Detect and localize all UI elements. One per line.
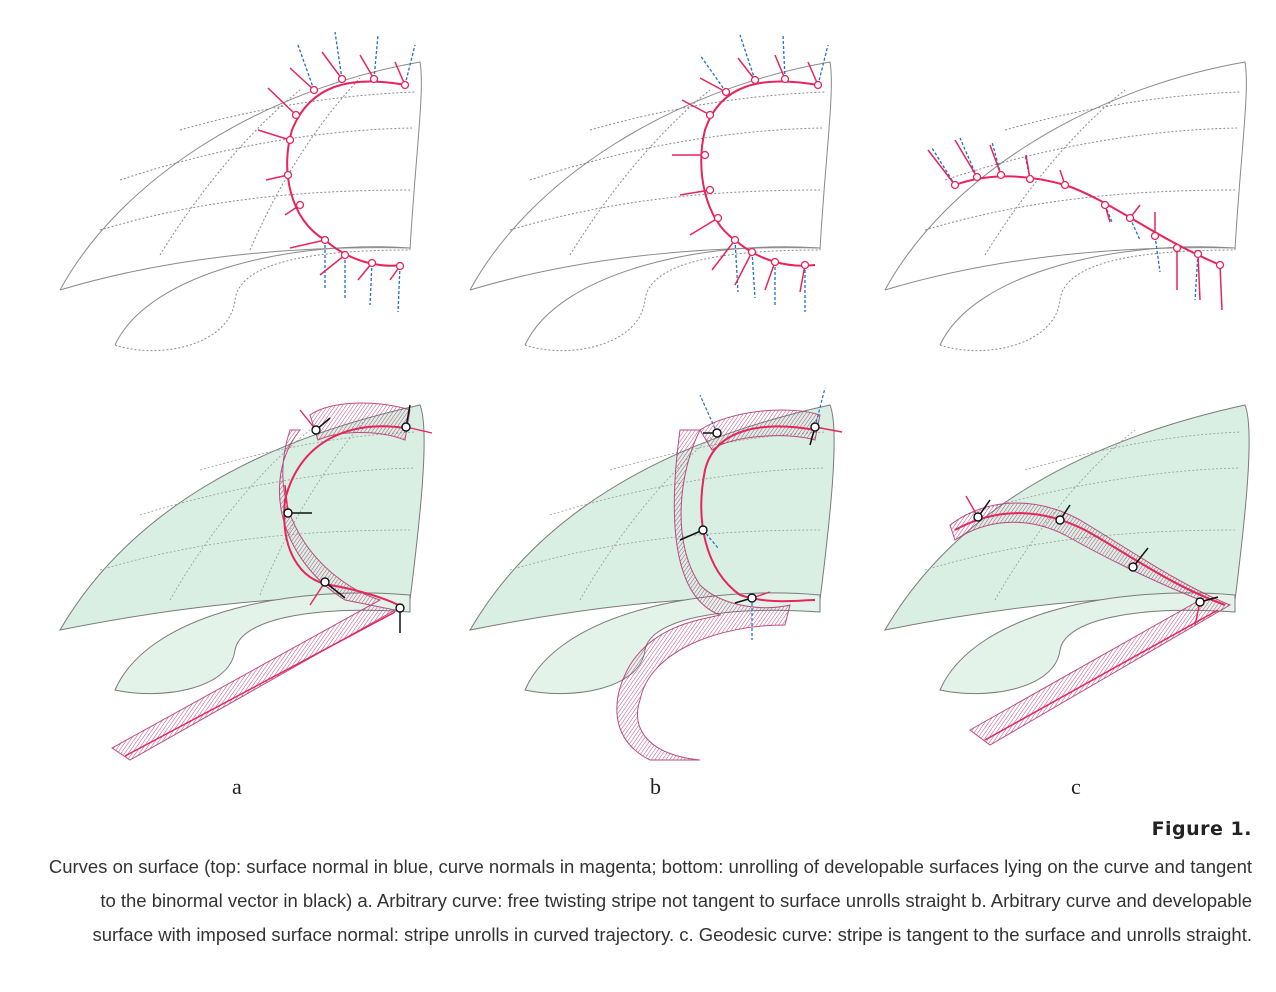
- stripe-b: [616, 429, 791, 761]
- curve-b-top: [700, 80, 819, 267]
- panel-c-top-diagram: [884, 61, 1247, 352]
- figure-caption: Curves on surface (top: surface normal i…: [48, 856, 1252, 945]
- panel-label-c: c: [1071, 774, 1081, 799]
- curve-a-top: [286, 80, 406, 267]
- curve-c-top: [954, 175, 1221, 266]
- figure-title: Figure 1.: [1151, 818, 1252, 840]
- figure-illustration: [59, 31, 1250, 761]
- panel-b-top-diagram: [469, 34, 832, 352]
- panel-a-bottom-diagram: [59, 402, 433, 761]
- panel-b-bottom-diagram: [469, 387, 843, 761]
- panel-label-b: b: [650, 774, 661, 799]
- panel-label-a: a: [232, 774, 242, 799]
- panel-c-bottom-diagram: [884, 404, 1250, 746]
- stripe-c: [949, 502, 1232, 746]
- panel-a-top-diagram: [59, 31, 422, 352]
